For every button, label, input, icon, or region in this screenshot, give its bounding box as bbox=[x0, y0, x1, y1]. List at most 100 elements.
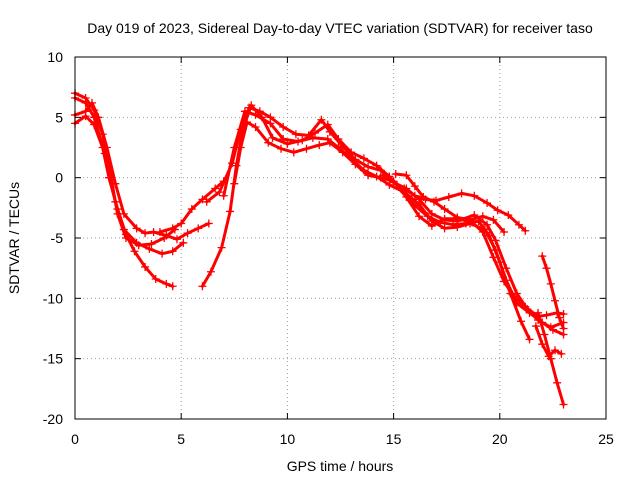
data-point bbox=[243, 118, 252, 127]
data-point bbox=[247, 101, 256, 110]
data-point bbox=[111, 179, 120, 188]
data-point bbox=[155, 227, 164, 236]
y-tick-label: -20 bbox=[43, 411, 63, 427]
data-point bbox=[521, 226, 530, 235]
data-point bbox=[104, 173, 113, 182]
data-point bbox=[440, 224, 449, 233]
data-point bbox=[531, 322, 540, 331]
series-track-4 bbox=[71, 112, 568, 321]
data-point bbox=[162, 279, 171, 288]
series-line bbox=[381, 173, 527, 233]
data-point bbox=[402, 171, 411, 180]
series-track-3 bbox=[71, 98, 534, 344]
data-point bbox=[500, 277, 509, 286]
data-point bbox=[542, 264, 551, 273]
data-point bbox=[364, 171, 373, 180]
data-point bbox=[289, 148, 298, 157]
data-point bbox=[230, 179, 239, 188]
y-tick-label: 0 bbox=[55, 170, 63, 186]
data-point bbox=[427, 221, 436, 230]
data-point bbox=[236, 143, 245, 152]
data-point bbox=[508, 290, 517, 299]
data-point bbox=[378, 171, 387, 180]
data-point bbox=[187, 205, 196, 214]
data-point bbox=[410, 182, 419, 191]
data-point bbox=[351, 160, 360, 169]
x-axis-label: GPS time / hours bbox=[287, 458, 394, 474]
data-point bbox=[183, 229, 192, 238]
y-tick-label: -10 bbox=[43, 290, 63, 306]
data-point bbox=[415, 200, 424, 209]
data-point bbox=[466, 215, 475, 224]
data-point bbox=[544, 352, 553, 361]
data-point bbox=[158, 249, 167, 258]
data-point bbox=[485, 231, 494, 240]
data-point bbox=[429, 197, 438, 206]
data-point bbox=[94, 113, 103, 122]
y-tick-label: 10 bbox=[47, 49, 63, 65]
data-point bbox=[525, 335, 534, 344]
data-point bbox=[132, 224, 141, 233]
data-point bbox=[338, 148, 347, 157]
y-tick-label: -15 bbox=[43, 351, 63, 367]
data-point bbox=[546, 279, 555, 288]
series-line bbox=[232, 120, 565, 318]
data-point bbox=[302, 144, 311, 153]
data-point bbox=[268, 133, 277, 142]
data-point bbox=[551, 296, 560, 305]
data-point bbox=[172, 235, 181, 244]
series-track-5 bbox=[155, 171, 530, 236]
data-point bbox=[298, 136, 307, 145]
data-point bbox=[449, 220, 458, 229]
data-point bbox=[132, 238, 141, 247]
series-line bbox=[200, 103, 531, 341]
data-point bbox=[219, 177, 228, 186]
data-point bbox=[493, 206, 502, 215]
data-point bbox=[514, 220, 523, 229]
data-point bbox=[81, 112, 90, 121]
series-line bbox=[73, 91, 177, 247]
data-point bbox=[206, 267, 215, 276]
data-point bbox=[151, 275, 160, 284]
plot-frame bbox=[74, 56, 607, 420]
data-point bbox=[542, 311, 551, 320]
data-point bbox=[385, 180, 394, 189]
data-point bbox=[141, 262, 150, 271]
data-point bbox=[283, 139, 292, 148]
data-point bbox=[359, 154, 368, 163]
data-point bbox=[489, 253, 498, 262]
data-point bbox=[217, 243, 226, 252]
data-point bbox=[266, 119, 275, 128]
x-tick-label: 25 bbox=[598, 431, 614, 447]
data-point bbox=[540, 330, 549, 339]
y-tick-label: 5 bbox=[55, 109, 63, 125]
data-point bbox=[279, 122, 288, 131]
data-point bbox=[202, 197, 211, 206]
data-point bbox=[391, 170, 400, 179]
data-point bbox=[489, 215, 498, 224]
data-point bbox=[551, 346, 560, 355]
data-point bbox=[440, 214, 449, 223]
data-point bbox=[168, 224, 177, 233]
data-point bbox=[168, 247, 177, 256]
data-point bbox=[277, 144, 286, 153]
data-point bbox=[423, 212, 432, 221]
data-point bbox=[215, 188, 224, 197]
data-point bbox=[470, 191, 479, 200]
data-point bbox=[219, 191, 228, 200]
data-point bbox=[517, 317, 526, 326]
data-point bbox=[194, 224, 203, 233]
series-line bbox=[73, 114, 175, 288]
data-point bbox=[168, 282, 177, 291]
series-track-7 bbox=[531, 252, 568, 409]
data-series bbox=[71, 89, 568, 409]
data-point bbox=[538, 340, 547, 349]
gridlines bbox=[75, 57, 606, 419]
data-point bbox=[240, 107, 249, 116]
data-point bbox=[559, 400, 568, 409]
data-point bbox=[177, 219, 186, 228]
data-point bbox=[315, 141, 324, 150]
data-point bbox=[98, 143, 107, 152]
data-point bbox=[121, 230, 130, 239]
data-point bbox=[553, 378, 562, 387]
